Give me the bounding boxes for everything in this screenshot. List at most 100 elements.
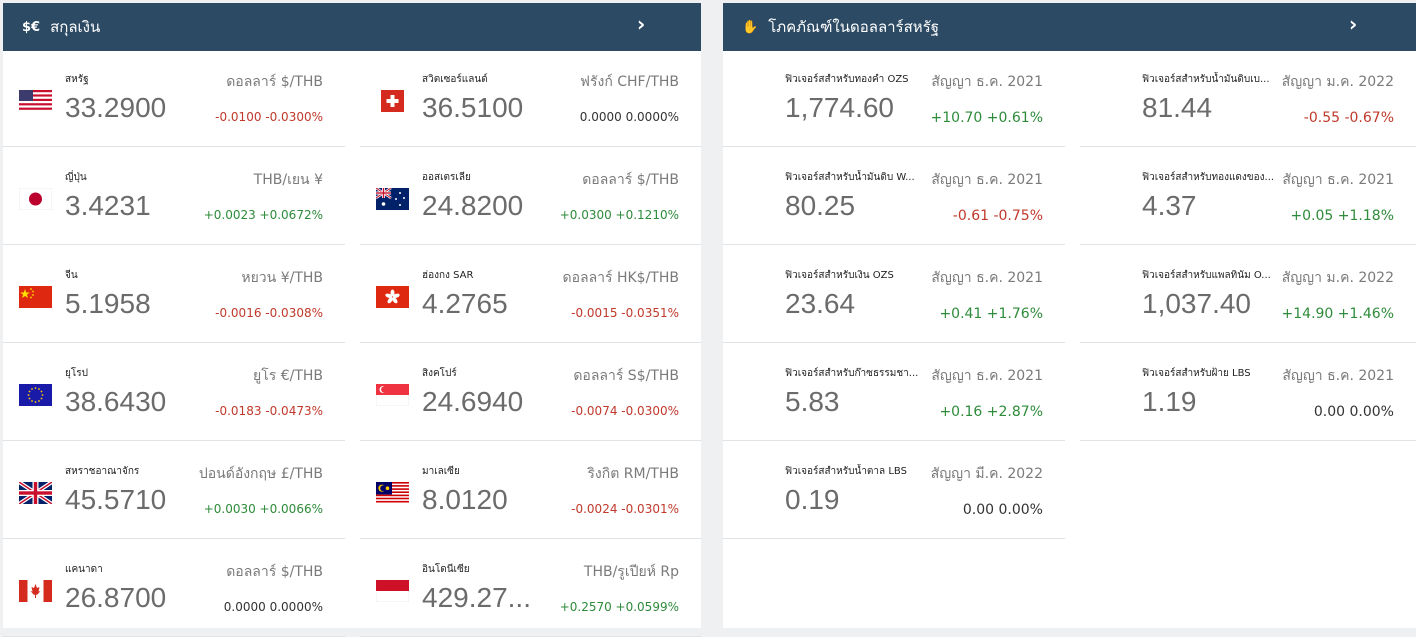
currency-change: 0.0000 0.0000%	[223, 600, 323, 614]
commodity-card[interactable]: ฟิวเจอร์สสำหรับน้ำมันดิบ W... 80.25 สัญญา …	[723, 149, 1065, 245]
currency-card[interactable]: ญี่ปุ่น 3.4231 THB/เยน ¥ +0.0023 +0.0672%	[3, 149, 345, 245]
commodity-change: 0.00 0.00%	[962, 502, 1043, 518]
currency-change: -0.0016 -0.0308%	[215, 306, 323, 320]
currency-unit: หยวน ¥/THB	[241, 270, 323, 286]
currency-rate: 24.6940	[422, 386, 524, 417]
currency-change: +0.0300 +0.1210%	[559, 208, 679, 222]
commodity-change: +10.70 +0.61%	[930, 110, 1043, 126]
commodity-panel-title[interactable]: โภคภัณฑ์ในดอลลาร์สหรัฐ	[768, 18, 939, 36]
currency-card[interactable]: ยุโรป 38.6430 ยูโร €/THB -0.0183 -0.0473%	[3, 345, 345, 441]
currency-rate: 36.5100	[422, 92, 524, 123]
currency-change: 0.0000 0.0000%	[579, 110, 679, 124]
currency-card[interactable]: สิงคโปร์ 24.6940 ดอลลาร์ S$/THB -0.0074 -0.…	[360, 345, 701, 441]
currency-card[interactable]: ฮ่องกง SAR 4.2765 ดอลลาร์ HK$/THB -0.0015 -…	[360, 247, 701, 343]
commodity-card[interactable]: ฟิวเจอร์สสำหรับฝ้าย LBS 1.19 สัญญา ธ.ค. 20…	[1080, 345, 1416, 441]
currency-card[interactable]: มาเลเซีย 8.0120 ริงกิต RM/THB -0.0024 -0.03…	[360, 443, 701, 539]
commodity-panel: ✋ โภคภัณฑ์ในดอลลาร์สหรัฐ › ฟิวเจอร์สสำหร…	[723, 3, 1416, 628]
currency-unit: ดอลลาร์ $/THB	[226, 74, 323, 90]
commodity-name: ฟิวเจอร์สสำหรับน้ำมันดิบ W...	[785, 172, 915, 183]
currency-change: -0.0015 -0.0351%	[571, 306, 679, 320]
currency-change: -0.0100 -0.0300%	[215, 110, 323, 124]
commodity-card[interactable]: ฟิวเจอร์สสำหรับทองแดงของ... 4.37 สัญญา ธ.ค…	[1080, 149, 1416, 245]
contract-month: สัญญา ธ.ค. 2021	[931, 270, 1043, 286]
commodity-panel-header[interactable]: ✋ โภคภัณฑ์ในดอลลาร์สหรัฐ ›	[723, 3, 1416, 51]
commodity-change: -0.55 -0.67%	[1303, 110, 1394, 126]
currency-unit: ดอลลาร์ $/THB	[582, 172, 679, 188]
contract-month: สัญญา ธ.ค. 2021	[1282, 172, 1394, 188]
currency-card[interactable]: อินโดนีเซีย 429.27... THB/รูเปียห์ Rp +0.25…	[360, 541, 701, 637]
currency-name: มาเลเซีย	[422, 466, 460, 477]
commodity-price: 1,037.40	[1142, 288, 1251, 319]
currency-change: +0.0030 +0.0066%	[203, 502, 323, 516]
currency-rate: 4.2765	[422, 288, 508, 319]
currency-card[interactable]: แคนาดา 26.8700 ดอลลาร์ $/THB 0.0000 0.0000%	[3, 541, 345, 637]
currency-name: ออสเตรเลีย	[422, 172, 471, 183]
currency-panel-title[interactable]: สกุลเงิน	[50, 18, 101, 36]
commodity-card[interactable]: ฟิวเจอร์สสำหรับน้ำตาล LBS 0.19 สัญญา มี.ค.…	[723, 443, 1065, 539]
commodity-price: 0.19	[785, 484, 840, 515]
commodity-card[interactable]: ฟิวเจอร์สสำหรับน้ำมันดิบเบ... 81.44 สัญญา …	[1080, 51, 1416, 147]
currency-name: อินโดนีเซีย	[422, 564, 470, 575]
currency-name: แคนาดา	[65, 564, 103, 575]
chevron-right-icon[interactable]: ›	[637, 12, 646, 36]
ch-flag-icon	[376, 90, 409, 112]
commodity-name: ฟิวเจอร์สสำหรับฝ้าย LBS	[1142, 368, 1251, 379]
commodity-change: +0.41 +1.76%	[939, 306, 1043, 322]
commodity-card[interactable]: ฟิวเจอร์สสำหรับเงิน OZS 23.64 สัญญา ธ.ค. 2…	[723, 247, 1065, 343]
currency-name: จีน	[65, 270, 78, 281]
currency-name: ญี่ปุ่น	[65, 172, 87, 183]
commodity-name: ฟิวเจอร์สสำหรับน้ำมันดิบเบ...	[1142, 74, 1270, 85]
au-flag-icon	[376, 188, 409, 210]
currency-card[interactable]: สหราชอาณาจักร 45.5710 ปอนด์อังกฤษ £/THB +0.…	[3, 443, 345, 539]
commodity-name: ฟิวเจอร์สสำหรับทองแดงของ...	[1142, 172, 1275, 183]
contract-month: สัญญา ธ.ค. 2021	[1282, 368, 1394, 384]
commodity-card[interactable]: ฟิวเจอร์สสำหรับก๊าซธรรมชา... 5.83 สัญญา ธ.…	[723, 345, 1065, 441]
commodity-icon: ✋	[742, 19, 759, 35]
currency-rate: 33.2900	[65, 92, 167, 123]
commodity-price: 81.44	[1142, 92, 1213, 123]
cn-flag-icon	[19, 286, 52, 308]
commodity-change: +14.90 +1.46%	[1281, 306, 1394, 322]
currency-rate: 429.27...	[422, 582, 531, 613]
commodity-price: 1,774.60	[785, 92, 894, 123]
commodity-card[interactable]: ฟิวเจอร์สสำหรับทองคำ OZS 1,774.60 สัญญา ธ.…	[723, 51, 1065, 147]
currency-rate: 26.8700	[65, 582, 167, 613]
commodity-name: ฟิวเจอร์สสำหรับน้ำตาล LBS	[785, 466, 907, 477]
chevron-right-icon[interactable]: ›	[1349, 12, 1358, 36]
commodity-change: +0.05 +1.18%	[1290, 208, 1394, 224]
currency-change: +0.2570 +0.0599%	[559, 600, 679, 614]
currency-change: +0.0023 +0.0672%	[203, 208, 323, 222]
commodity-name: ฟิวเจอร์สสำหรับทองคำ OZS	[785, 74, 909, 85]
currency-card[interactable]: สวิตเซอร์แลนด์ 36.5100 ฟรังก์ CHF/THB 0.000…	[360, 51, 701, 147]
commodity-price: 4.37	[1142, 190, 1197, 221]
id-flag-icon	[376, 580, 409, 602]
contract-month: สัญญา ธ.ค. 2021	[931, 172, 1043, 188]
commodity-name: ฟิวเจอร์สสำหรับก๊าซธรรมชา...	[785, 368, 919, 379]
currency-card[interactable]: จีน 5.1958 หยวน ¥/THB -0.0016 -0.0308%	[3, 247, 345, 343]
currency-unit: ฟรังก์ CHF/THB	[580, 74, 679, 90]
commodity-price: 5.83	[785, 386, 840, 417]
hk-flag-icon	[376, 286, 409, 308]
currency-card[interactable]: ออสเตรเลีย 24.8200 ดอลลาร์ $/THB +0.0300 +0…	[360, 149, 701, 245]
contract-month: สัญญา ธ.ค. 2021	[931, 368, 1043, 384]
currency-rate: 45.5710	[65, 484, 167, 515]
currency-card[interactable]: สหรัฐ 33.2900 ดอลลาร์ $/THB -0.0100 -0.0300…	[3, 51, 345, 147]
currency-rate: 3.4231	[65, 190, 151, 221]
commodity-change: 0.00 0.00%	[1313, 404, 1394, 420]
commodity-price: 1.19	[1142, 386, 1197, 417]
commodity-card[interactable]: ฟิวเจอร์สสำหรับแพลทินัม O... 1,037.40 สัญญ…	[1080, 247, 1416, 343]
currency-change: -0.0074 -0.0300%	[571, 404, 679, 418]
commodity-price: 80.25	[785, 190, 856, 221]
sg-flag-icon	[376, 384, 409, 406]
currency-unit: THB/เยน ¥	[253, 172, 323, 188]
contract-month: สัญญา ม.ค. 2022	[1281, 74, 1394, 90]
currency-panel-header[interactable]: $€ สกุลเงิน ›	[3, 3, 701, 51]
currency-panel: $€ สกุลเงิน › สหรัฐ 33.2900 ดอลลาร์ $/THB -…	[3, 3, 701, 637]
us-flag-icon	[19, 90, 52, 112]
contract-month: สัญญา มี.ค. 2022	[930, 466, 1043, 482]
currency-name: สหรัฐ	[65, 74, 89, 85]
currency-icon: $€	[22, 19, 41, 35]
contract-month: สัญญา ม.ค. 2022	[1281, 270, 1394, 286]
gb-flag-icon	[19, 482, 52, 504]
currency-change: -0.0183 -0.0473%	[215, 404, 323, 418]
